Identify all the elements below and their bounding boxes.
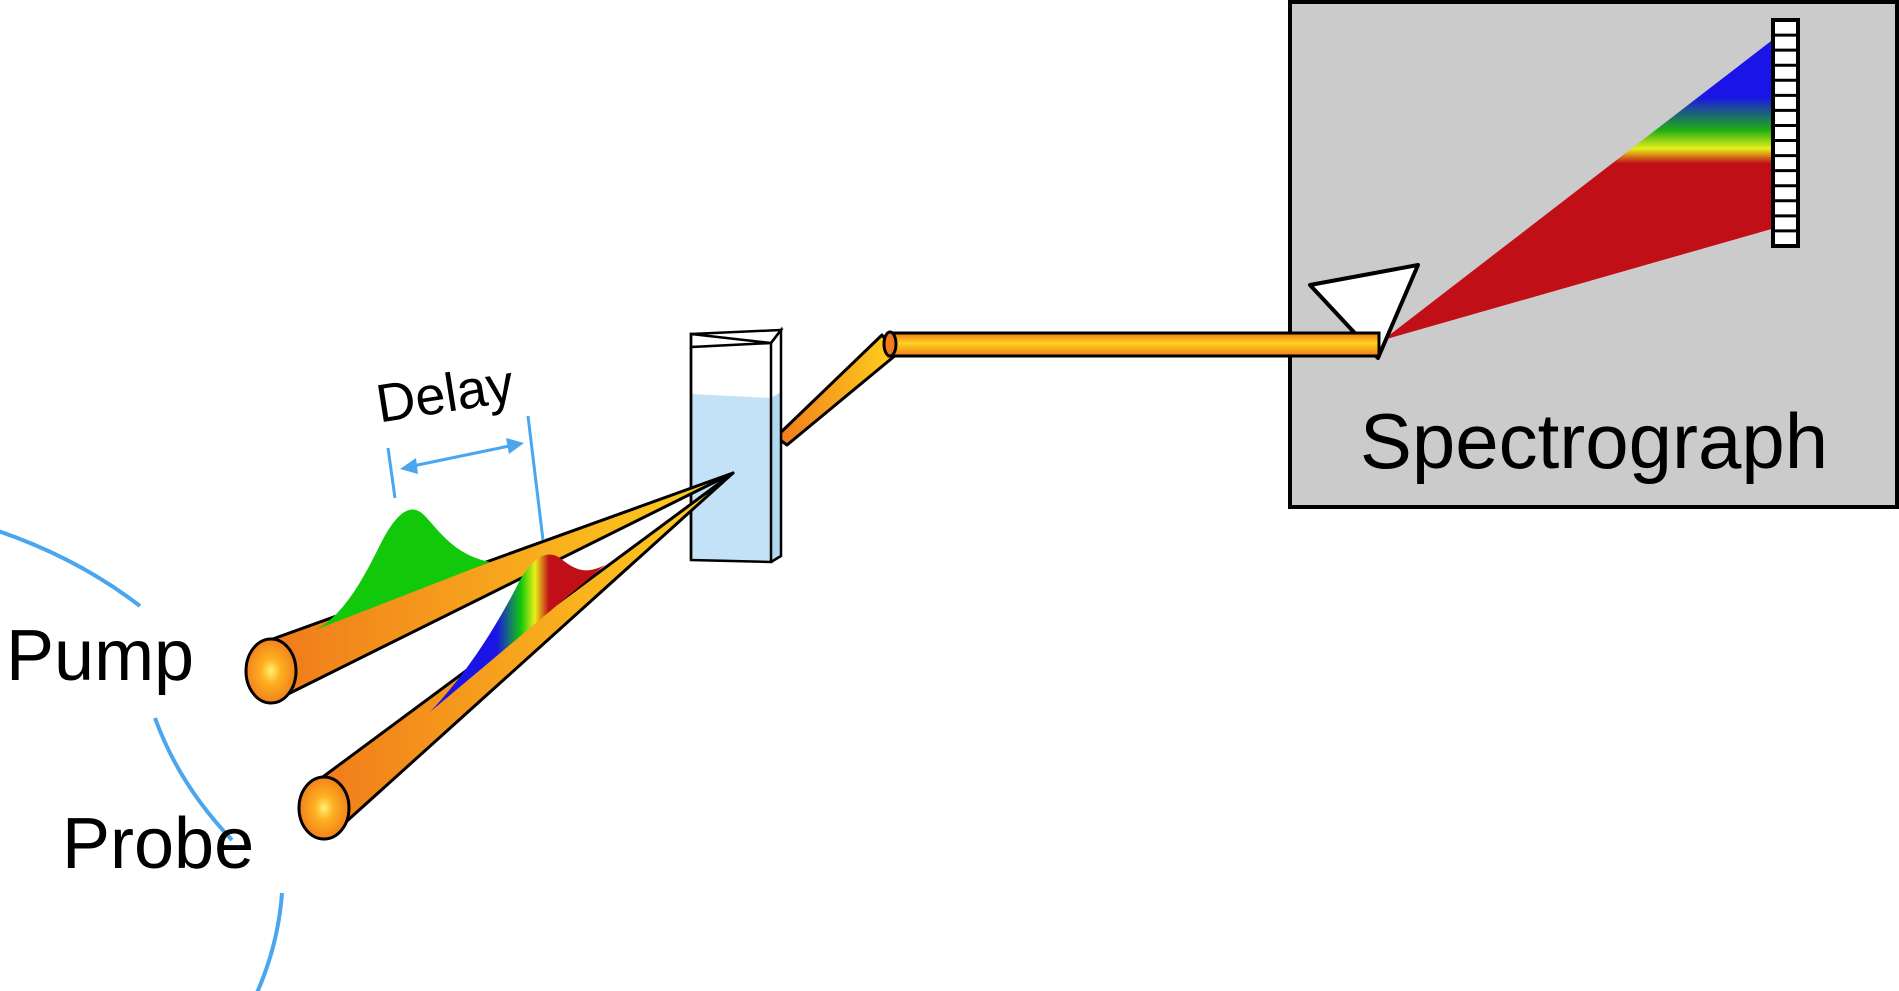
delay-arrow-shaft: [407, 443, 515, 469]
probe-beam: [297, 471, 735, 841]
cuvette-liquid: [691, 394, 771, 562]
cuvette-side: [770, 326, 783, 564]
pump-beam-end: [244, 637, 298, 705]
probe-beam-end: [297, 775, 351, 841]
delay-arrow-head-left: [400, 458, 418, 474]
transmitted-beam-end: [882, 330, 898, 358]
pump-beam: [244, 471, 735, 705]
probe-pulse: [430, 554, 605, 712]
spectrum-fan: [1383, 38, 1775, 340]
probe-label: Probe: [62, 804, 254, 884]
delay-indicator: Delay: [372, 354, 545, 541]
detector-array-icon: [1771, 18, 1800, 248]
transmitted-beam-diagonal: [774, 333, 899, 447]
pump-label: Pump: [6, 616, 194, 696]
spectrograph: Spectrograph: [1288, 0, 1899, 509]
prism-icon: [1308, 263, 1420, 360]
delay-arrow-head-right: [506, 438, 524, 454]
spectrograph-label: Spectrograph: [1360, 397, 1828, 485]
delay-label: Delay: [372, 354, 518, 435]
cuvette-liquid-side: [771, 392, 781, 562]
delay-marker-right: [526, 415, 545, 541]
transmitted-beam-horizontal: [887, 331, 1381, 358]
sample-cuvette-icon: [689, 326, 784, 564]
orbit-ellipse-arc-main: [0, 529, 284, 991]
orbit-ellipse-arc-lower: [153, 717, 234, 842]
delay-marker-left: [386, 447, 397, 499]
pump-pulse: [315, 509, 490, 630]
detector-pixels: [1773, 33, 1798, 233]
transmitted-beam: [774, 330, 1381, 447]
